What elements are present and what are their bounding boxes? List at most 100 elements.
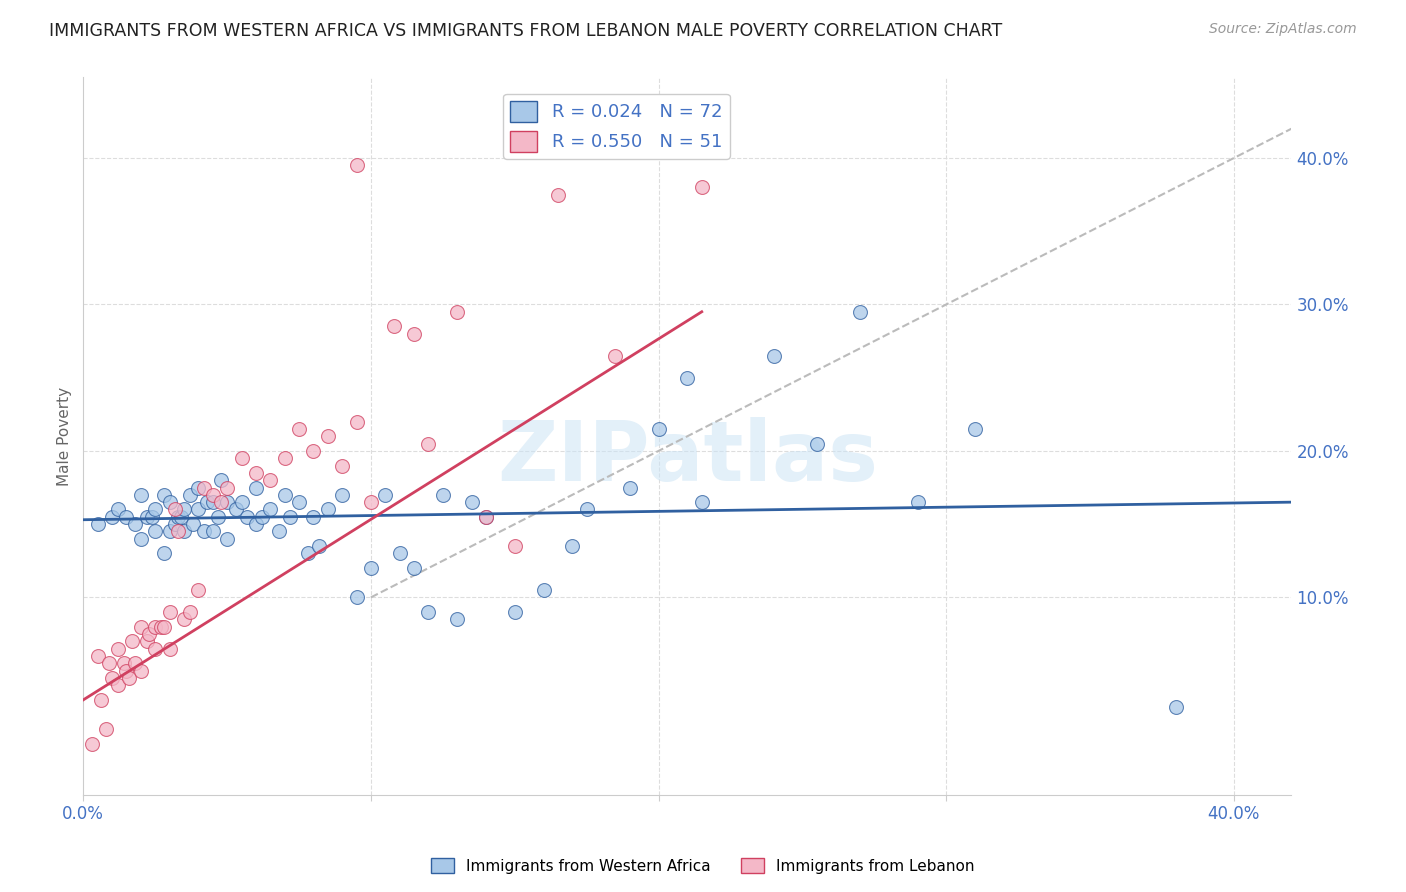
Point	[121, 634, 143, 648]
Point	[404, 561, 426, 575]
Point	[153, 546, 176, 560]
Point	[404, 326, 426, 341]
Point	[302, 509, 325, 524]
Point	[446, 305, 468, 319]
Point	[245, 466, 267, 480]
Point	[217, 532, 239, 546]
Text: IMMIGRANTS FROM WESTERN AFRICA VS IMMIGRANTS FROM LEBANON MALE POVERTY CORRELATI: IMMIGRANTS FROM WESTERN AFRICA VS IMMIGR…	[49, 22, 1002, 40]
Point	[159, 495, 181, 509]
Point	[167, 509, 190, 524]
Point	[382, 319, 405, 334]
Text: ZIPatlas: ZIPatlas	[496, 417, 877, 499]
Point	[591, 121, 613, 136]
Point	[124, 657, 146, 671]
Point	[107, 678, 129, 692]
Legend: R = 0.024   N = 72, R = 0.550   N = 51: R = 0.024 N = 72, R = 0.550 N = 51	[503, 94, 730, 159]
Point	[217, 481, 239, 495]
Point	[316, 502, 339, 516]
Point	[135, 634, 157, 648]
Point	[231, 495, 253, 509]
Point	[143, 641, 166, 656]
Point	[80, 737, 103, 751]
Point	[288, 422, 311, 436]
Point	[297, 546, 319, 560]
Point	[129, 664, 152, 678]
Point	[179, 488, 201, 502]
Point	[963, 422, 986, 436]
Point	[360, 495, 382, 509]
Point	[273, 451, 295, 466]
Point	[101, 509, 124, 524]
Point	[201, 488, 224, 502]
Point	[195, 495, 218, 509]
Point	[605, 349, 627, 363]
Point	[503, 605, 526, 619]
Point	[135, 509, 157, 524]
Point	[101, 671, 124, 685]
Point	[280, 509, 302, 524]
Point	[173, 524, 195, 539]
Text: Source: ZipAtlas.com: Source: ZipAtlas.com	[1209, 22, 1357, 37]
Point	[115, 509, 138, 524]
Point	[446, 612, 468, 626]
Point	[418, 436, 440, 450]
Legend: Immigrants from Western Africa, Immigrants from Lebanon: Immigrants from Western Africa, Immigran…	[425, 852, 981, 880]
Point	[316, 429, 339, 443]
Point	[107, 502, 129, 516]
Point	[153, 620, 176, 634]
Point	[143, 502, 166, 516]
Point	[619, 481, 641, 495]
Point	[503, 539, 526, 553]
Point	[112, 657, 135, 671]
Point	[143, 620, 166, 634]
Point	[90, 693, 112, 707]
Point	[201, 524, 224, 539]
Point	[209, 473, 232, 487]
Point	[138, 627, 160, 641]
Point	[231, 451, 253, 466]
Point	[330, 458, 353, 473]
Point	[575, 502, 598, 516]
Point	[360, 561, 382, 575]
Point	[181, 517, 204, 532]
Point	[762, 349, 785, 363]
Point	[690, 495, 713, 509]
Point	[346, 415, 368, 429]
Point	[187, 481, 209, 495]
Point	[259, 502, 281, 516]
Point	[907, 495, 929, 509]
Point	[98, 657, 121, 671]
Point	[676, 370, 699, 384]
Point	[179, 605, 201, 619]
Point	[330, 488, 353, 502]
Point	[149, 620, 172, 634]
Y-axis label: Male Poverty: Male Poverty	[58, 387, 72, 486]
Point	[225, 502, 247, 516]
Point	[346, 591, 368, 605]
Point	[201, 495, 224, 509]
Point	[96, 722, 118, 736]
Point	[806, 436, 828, 450]
Point	[129, 488, 152, 502]
Point	[302, 443, 325, 458]
Point	[153, 488, 176, 502]
Point	[165, 502, 187, 516]
Point	[346, 158, 368, 172]
Point	[460, 495, 482, 509]
Point	[690, 180, 713, 194]
Point	[187, 502, 209, 516]
Point	[143, 524, 166, 539]
Point	[561, 539, 583, 553]
Point	[308, 539, 330, 553]
Point	[273, 488, 295, 502]
Point	[159, 641, 181, 656]
Point	[245, 481, 267, 495]
Point	[187, 582, 209, 597]
Point	[647, 422, 669, 436]
Point	[259, 473, 281, 487]
Point	[475, 509, 498, 524]
Point	[167, 524, 190, 539]
Point	[173, 502, 195, 516]
Point	[118, 671, 141, 685]
Point	[193, 481, 215, 495]
